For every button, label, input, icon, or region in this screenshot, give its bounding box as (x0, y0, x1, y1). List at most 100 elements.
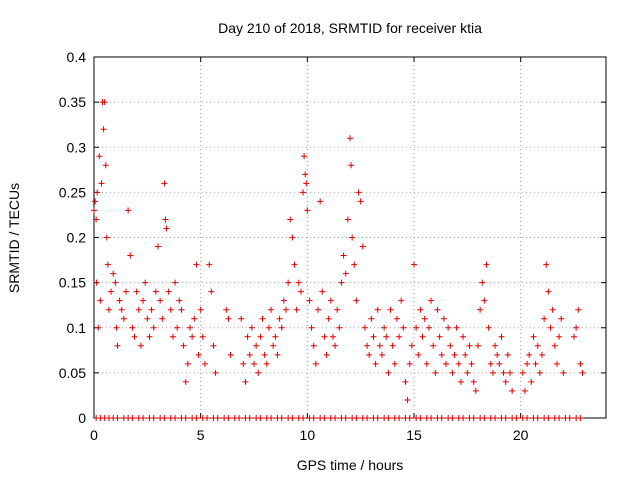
data-point (223, 306, 230, 313)
data-point (556, 333, 563, 340)
data-point (385, 369, 392, 376)
data-point (547, 324, 554, 331)
data-point (98, 180, 105, 187)
data-point (100, 126, 107, 133)
data-point (297, 288, 304, 295)
data-point (438, 351, 445, 358)
data-point-zero (524, 415, 531, 421)
data-point (573, 324, 580, 331)
data-point-zero (150, 415, 157, 421)
data-point (96, 153, 103, 160)
data-point (112, 279, 119, 286)
data-point (163, 225, 170, 232)
data-point (94, 189, 101, 196)
data-point (93, 279, 100, 286)
data-point (301, 153, 308, 160)
data-point (487, 360, 494, 367)
data-point (176, 297, 183, 304)
data-point (244, 333, 251, 340)
data-point (526, 351, 533, 358)
y-tick-label: 0.2 (67, 230, 87, 246)
data-point (242, 378, 249, 385)
data-point (142, 279, 149, 286)
data-point (479, 279, 486, 286)
data-point (251, 360, 257, 367)
data-point (381, 324, 388, 331)
data-point (348, 162, 355, 169)
data-point (303, 180, 310, 187)
data-point (280, 297, 287, 304)
data-point (500, 369, 507, 376)
data-points (91, 99, 586, 421)
data-point (268, 306, 275, 313)
data-point-zero (268, 415, 275, 421)
y-tick-label: 0.3 (67, 139, 87, 155)
data-point (402, 378, 409, 385)
data-point-zero (556, 415, 563, 421)
data-point (560, 369, 567, 376)
data-point (144, 315, 151, 322)
data-point (133, 288, 140, 295)
x-tick-label: 15 (406, 427, 422, 443)
data-point (135, 306, 142, 313)
y-tick-label: 0 (78, 410, 86, 426)
data-point (104, 261, 111, 268)
data-point (208, 288, 215, 295)
data-point (558, 315, 565, 322)
x-tick-label: 0 (90, 427, 98, 443)
data-point (504, 351, 511, 358)
data-point (498, 333, 505, 340)
data-point (428, 297, 435, 304)
data-point (338, 279, 345, 286)
data-point-zero (140, 415, 147, 421)
data-point (539, 351, 545, 358)
data-point (321, 333, 328, 340)
data-point (579, 369, 586, 376)
data-point (152, 288, 159, 295)
data-point (157, 297, 164, 304)
data-point (406, 360, 413, 367)
data-point-zero (545, 415, 552, 421)
data-point-zero (513, 415, 520, 421)
data-point (272, 333, 279, 340)
data-point (274, 351, 281, 358)
data-point (199, 333, 206, 340)
data-point (342, 270, 349, 277)
data-point (327, 297, 334, 304)
data-point (485, 324, 492, 331)
data-point (201, 360, 208, 367)
data-point-zero (470, 415, 477, 421)
data-point (191, 315, 198, 322)
data-point (304, 207, 311, 214)
data-point (411, 261, 417, 268)
data-point (425, 324, 432, 331)
data-point (102, 162, 109, 169)
data-point-zero (246, 415, 253, 421)
data-point (468, 360, 475, 367)
data-point (287, 216, 294, 223)
data-point (108, 288, 115, 295)
data-point (449, 369, 456, 376)
data-point (189, 333, 196, 340)
data-point (295, 279, 302, 286)
data-point (162, 216, 169, 223)
data-point (389, 342, 396, 349)
data-point (530, 333, 537, 340)
data-point (182, 378, 189, 385)
data-point-zero (385, 415, 392, 421)
data-point (477, 306, 484, 313)
data-point-zero (364, 415, 371, 421)
data-point (116, 297, 123, 304)
data-point (432, 369, 439, 376)
data-point (193, 261, 200, 268)
data-point (417, 306, 424, 313)
data-point (120, 315, 127, 322)
data-point-zero (342, 415, 349, 421)
data-point-zero (449, 415, 456, 421)
data-point (528, 378, 535, 385)
data-point (165, 288, 172, 295)
data-point-zero (225, 415, 232, 421)
data-point (447, 342, 454, 349)
data-point (543, 261, 550, 268)
data-point (197, 306, 204, 313)
